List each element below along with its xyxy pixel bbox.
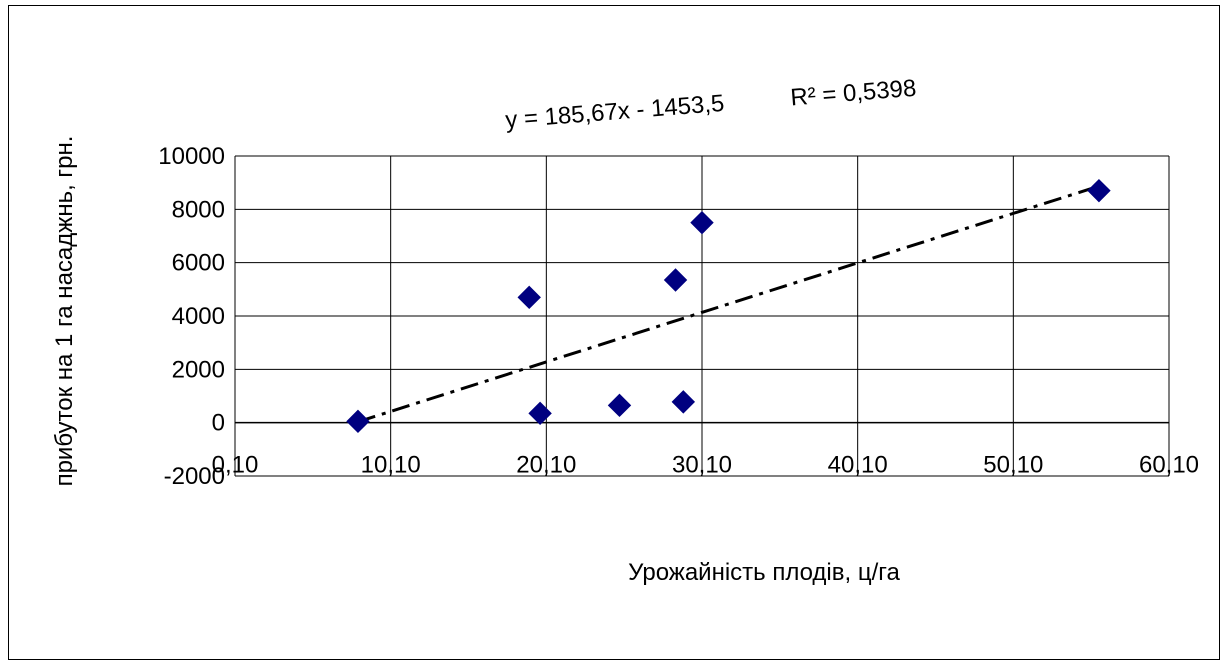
trendline [357,184,1100,424]
data-point [690,210,714,235]
data-point [528,401,552,426]
scatter-chart: -2000 0 2000 4000 6000 8000 10000 0,10 10,10 20,… [51,75,1199,586]
y-tick-label: 2000 [172,356,225,383]
data-point [517,285,541,310]
data-point [607,393,632,418]
y-tick-label: 0 [212,410,225,437]
data-points [346,178,1111,434]
equation-label: y = 185,67x - 1453,5 [504,90,725,134]
data-point [663,268,688,292]
y-tick-label: 6000 [172,250,225,277]
trendline-equation: y = 185,67x - 1453,5 R² = 0,5398 [504,75,917,134]
x-tick-label: 50,10 [983,452,1043,479]
data-point [346,409,370,434]
x-axis-title: Урожайність плодів, ц/га [628,559,900,586]
data-point [1087,178,1111,203]
trendline-path [357,184,1100,424]
y-tick-label: 10000 [158,143,225,170]
data-point [671,390,696,414]
x-tick-labels: 0,10 10,10 20,10 30,10 40,10 50,10 60,10 [212,452,1199,479]
x-tick-label: 10,10 [361,452,421,479]
grid [234,155,1170,477]
r2-label: R² = 0,5398 [789,75,917,112]
chart-frame: -2000 0 2000 4000 6000 8000 10000 0,10 10,10 20,… [8,5,1220,660]
x-tick-label: 20,10 [516,452,576,479]
y-axis-title: прибуток на 1 га насаджнь, грн. [51,136,78,487]
y-tick-labels: -2000 0 2000 4000 6000 8000 10000 [158,143,225,490]
x-tick-label: 0,10 [212,452,259,479]
x-tick-label: 60,10 [1139,452,1199,479]
y-tick-label: 8000 [172,196,225,223]
x-tick-label: 30,10 [672,452,732,479]
y-tick-label: -2000 [164,463,225,490]
x-tick-label: 40,10 [828,452,888,479]
y-tick-label: 4000 [172,303,225,330]
